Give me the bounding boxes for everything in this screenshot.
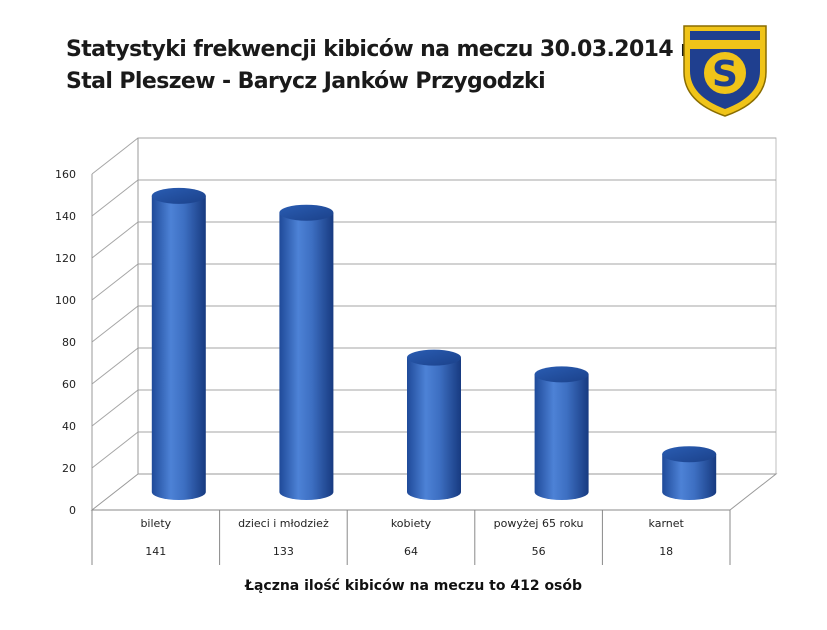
y-tick-label: 120	[55, 252, 76, 265]
y-tick-label: 20	[62, 462, 76, 475]
y-tick-label: 140	[55, 210, 76, 223]
bar-cap	[151, 187, 206, 204]
chart-title: Statystyki frekwencji kibiców na meczu 3…	[66, 34, 696, 98]
bar	[151, 187, 206, 500]
bar-cap	[534, 366, 589, 383]
y-tick-label: 60	[62, 378, 76, 391]
bar-body	[407, 357, 461, 500]
chart-title-line-1: Statystyki frekwencji kibiców na meczu 3…	[66, 37, 696, 62]
x-category-label: kobiety	[391, 517, 432, 530]
data-value-label: 64	[404, 545, 418, 558]
bar	[662, 446, 717, 500]
x-category-label: powyżej 65 roku	[494, 517, 584, 530]
y-tick-label: 0	[69, 504, 76, 517]
bar-cap	[407, 349, 461, 366]
bar-body	[662, 454, 717, 500]
data-value-label: 18	[659, 545, 673, 558]
x-category-label: dzieci i młodzież	[238, 517, 329, 530]
bar-cap	[662, 446, 717, 463]
bar-cap	[279, 204, 334, 221]
svg-text:S: S	[712, 54, 738, 95]
x-category-label: bilety	[140, 517, 171, 530]
bar	[407, 349, 461, 500]
y-tick-label: 160	[55, 168, 76, 181]
chart-title-line-2: Stal Pleszew - Barycz Janków Przygodzki	[66, 69, 546, 94]
y-tick-label: 100	[55, 294, 76, 307]
gridline	[91, 137, 776, 175]
data-value-label: 141	[145, 545, 166, 558]
bar-body	[151, 195, 206, 500]
bar	[534, 366, 589, 500]
x-category-label: karnet	[649, 517, 685, 530]
bar-body	[534, 374, 589, 500]
y-tick-label: 40	[62, 420, 76, 433]
data-value-label: 56	[532, 545, 546, 558]
data-value-label: 133	[273, 545, 294, 558]
club-crest-logo: S	[683, 25, 767, 117]
total-attendance-note: Łączna ilość kibiców na meczu to 412 osó…	[244, 578, 583, 594]
y-tick-label: 80	[62, 336, 76, 349]
bar-body	[279, 212, 334, 500]
bar	[279, 204, 334, 500]
